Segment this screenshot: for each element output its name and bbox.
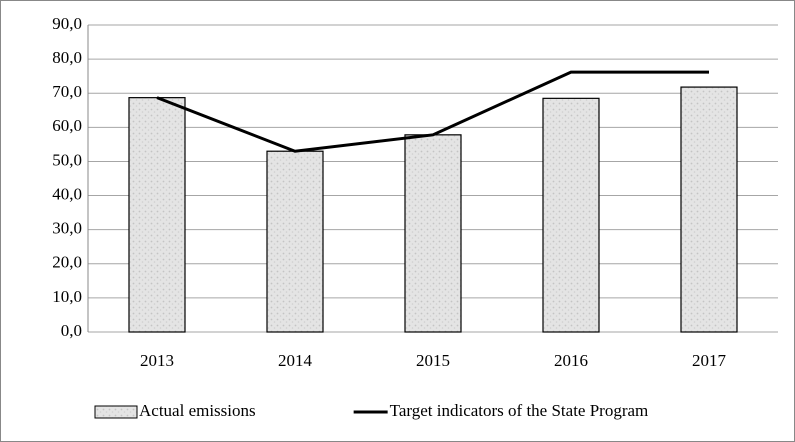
legend-swatch (94, 405, 138, 419)
line (156, 70, 709, 153)
bar (542, 97, 600, 333)
bar (266, 150, 324, 333)
y-tick-label: 70,0 (52, 82, 82, 101)
y-tick-label: 0,0 (61, 321, 82, 340)
y-tick-label: 90,0 (52, 14, 82, 33)
bar (128, 97, 186, 333)
x-tick-label: 2013 (140, 351, 174, 370)
legend-label: Actual emissions (139, 401, 256, 420)
bar (404, 134, 462, 333)
y-tick-label: 10,0 (52, 287, 82, 306)
bar (680, 86, 738, 333)
x-tick-label: 2017 (692, 351, 727, 370)
y-tick-label: 40,0 (52, 184, 82, 203)
legend-label: Target indicators of the State Program (390, 401, 649, 420)
x-tick-label: 2015 (416, 351, 450, 370)
y-tick-label: 60,0 (52, 116, 82, 135)
y-tick-label: 20,0 (52, 253, 82, 272)
y-tick-label: 30,0 (52, 219, 82, 238)
x-tick-label: 2014 (278, 351, 313, 370)
y-tick-label: 50,0 (52, 150, 82, 169)
y-tick-label: 80,0 (52, 48, 82, 67)
x-tick-label: 2016 (554, 351, 588, 370)
